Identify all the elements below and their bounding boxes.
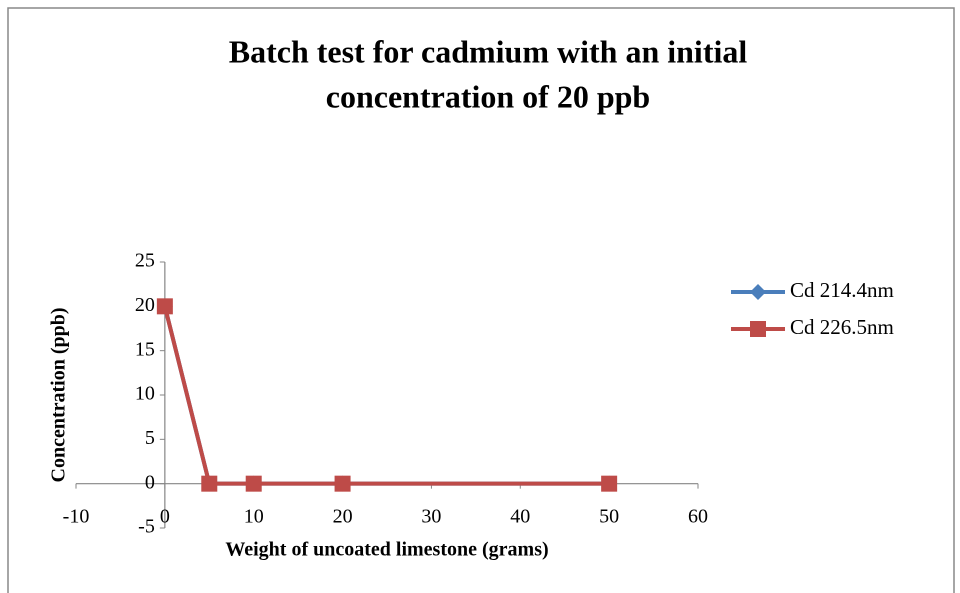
chart-title: concentration of 20 ppb [326, 78, 650, 114]
marker [334, 475, 351, 492]
x-tick-label: 20 [333, 506, 353, 528]
legend-label: Cd 226.5nm [790, 315, 894, 339]
marker [601, 475, 618, 492]
y-tick-label: 15 [135, 338, 155, 360]
y-tick-label: 10 [135, 383, 155, 405]
x-tick-label: 40 [510, 506, 530, 528]
marker [201, 475, 218, 492]
x-tick-label: 50 [599, 506, 619, 528]
x-tick-label: 0 [160, 506, 170, 528]
y-tick-label: 20 [135, 294, 155, 316]
x-axis-title: Weight of uncoated limestone (grams) [225, 539, 548, 561]
legend-marker [750, 284, 766, 300]
y-tick-label: 25 [135, 250, 155, 272]
x-tick-label: 30 [421, 506, 441, 528]
marker [156, 298, 173, 315]
x-tick-label: 60 [688, 506, 708, 528]
legend-label: Cd 214.4nm [790, 278, 894, 302]
y-tick-label: -5 [138, 516, 155, 538]
x-tick-label: -10 [63, 506, 90, 528]
chart-title: Batch test for cadmium with an initial [229, 33, 748, 69]
x-tick-label: 10 [244, 506, 264, 528]
y-axis-title: Concentration (ppb) [48, 307, 70, 482]
y-tick-label: 5 [145, 427, 155, 449]
legend-marker [750, 321, 766, 337]
y-tick-label: 0 [145, 471, 155, 493]
marker [245, 475, 262, 492]
